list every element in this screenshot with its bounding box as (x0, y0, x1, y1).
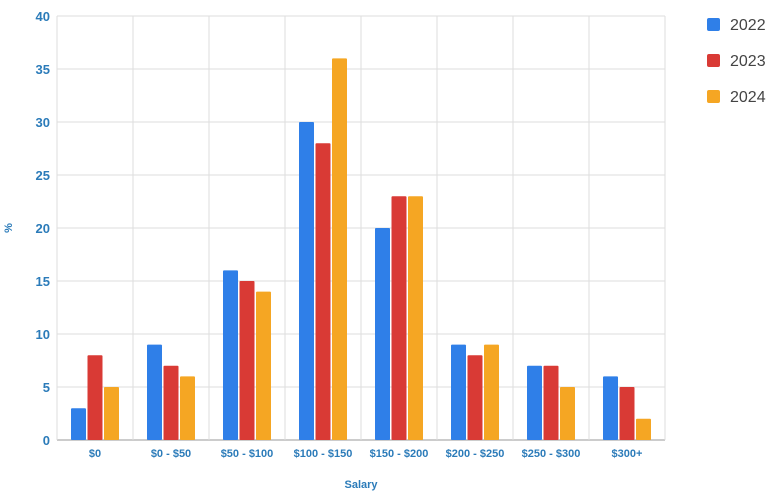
bar-2023 (619, 387, 635, 440)
y-tick-label: 35 (36, 62, 50, 77)
y-tick-label: 5 (43, 380, 50, 395)
bar-2023 (543, 365, 559, 440)
bar-2024 (180, 376, 195, 440)
y-tick-label: 0 (43, 433, 50, 448)
gridlines (56, 15, 666, 441)
bar-2022 (603, 376, 618, 440)
bar-2023 (315, 143, 331, 440)
x-tick-label: $300+ (612, 448, 643, 460)
bar-2024 (332, 58, 347, 441)
legend-swatch (707, 18, 720, 31)
bar-2024 (408, 196, 423, 440)
bar-2022 (375, 228, 390, 440)
y-axis-ticks: 0 5 10 15 20 25 30 35 40 (36, 9, 50, 448)
bar-2023 (391, 196, 407, 440)
bar-2022 (299, 122, 314, 440)
bar-2022 (223, 270, 238, 440)
bar-2024 (256, 291, 271, 440)
x-tick-label: $0 (89, 448, 101, 460)
bar-2022 (147, 344, 162, 440)
bar-2022 (71, 408, 86, 440)
legend-label: 2023 (730, 53, 766, 70)
y-tick-label: 25 (36, 168, 50, 183)
bar-2024 (636, 418, 651, 440)
x-axis-ticks: $0 $0 - $50 $50 - $100 $100 - $150 $150 - $2… (89, 448, 643, 460)
bar-2024 (484, 344, 499, 440)
x-tick-label: $250 - $300 (522, 448, 581, 460)
bar-2023 (163, 365, 179, 440)
bar-2023 (239, 281, 255, 440)
legend-label: 2022 (730, 17, 766, 34)
legend: 2022 2023 2024 (707, 17, 766, 106)
x-tick-label: $100 - $150 (294, 448, 353, 460)
legend-swatch (707, 90, 720, 103)
bar-2022 (527, 365, 542, 440)
x-tick-label: $200 - $250 (446, 448, 505, 460)
y-tick-label: 20 (36, 221, 50, 236)
x-axis-title: Salary (344, 479, 378, 491)
bar-2023 (87, 355, 103, 440)
legend-swatch (707, 54, 720, 67)
y-axis-title: % (3, 223, 15, 233)
bar-2022 (451, 344, 466, 440)
legend-label: 2024 (730, 89, 766, 106)
y-tick-label: 40 (36, 9, 50, 24)
bar-2023 (467, 355, 483, 440)
x-tick-label: $150 - $200 (370, 448, 429, 460)
bar-2024 (104, 387, 119, 440)
x-tick-label: $50 - $100 (221, 448, 274, 460)
y-tick-label: 15 (36, 274, 50, 289)
y-tick-label: 10 (36, 327, 50, 342)
x-tick-label: $0 - $50 (151, 448, 191, 460)
y-tick-label: 30 (36, 115, 50, 130)
bar-2024 (560, 387, 575, 440)
bars (71, 58, 651, 441)
